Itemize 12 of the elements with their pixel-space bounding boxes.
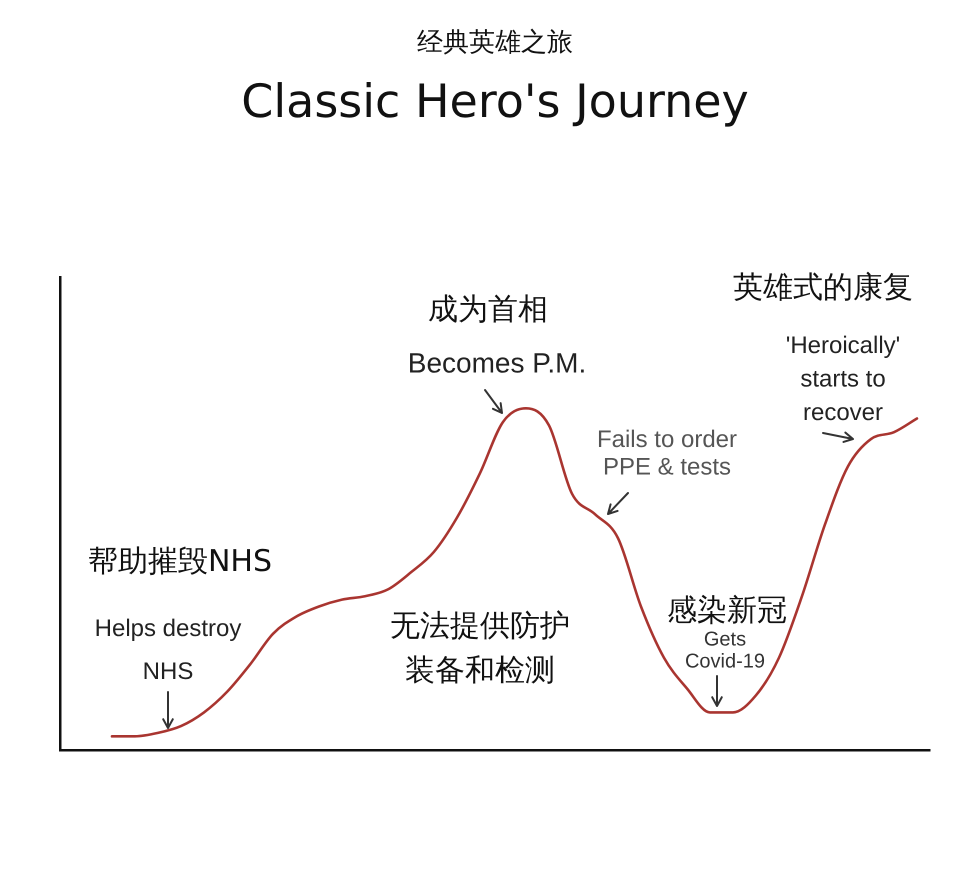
text: 成为首相 xyxy=(428,292,548,327)
text: 英雄式的康复 xyxy=(733,270,913,305)
annotation: 无法提供防护装备和检测 xyxy=(390,608,570,688)
annotation: Gets Covid-19 xyxy=(684,628,766,673)
annotation: Helps destroy NHS xyxy=(94,615,242,686)
chart-subtitle: Classic Hero's Journey xyxy=(241,74,749,128)
annotation: Fails to order PPE & tests xyxy=(596,426,738,480)
annotation: 感染新冠 xyxy=(667,592,787,628)
annotation: 帮助摧毁NHS xyxy=(88,544,272,579)
annotation: 'Heroically' starts to recover xyxy=(786,332,900,426)
chart-title: 经典英雄之旅 xyxy=(417,27,573,58)
text: Becomes P.M. xyxy=(408,348,586,379)
